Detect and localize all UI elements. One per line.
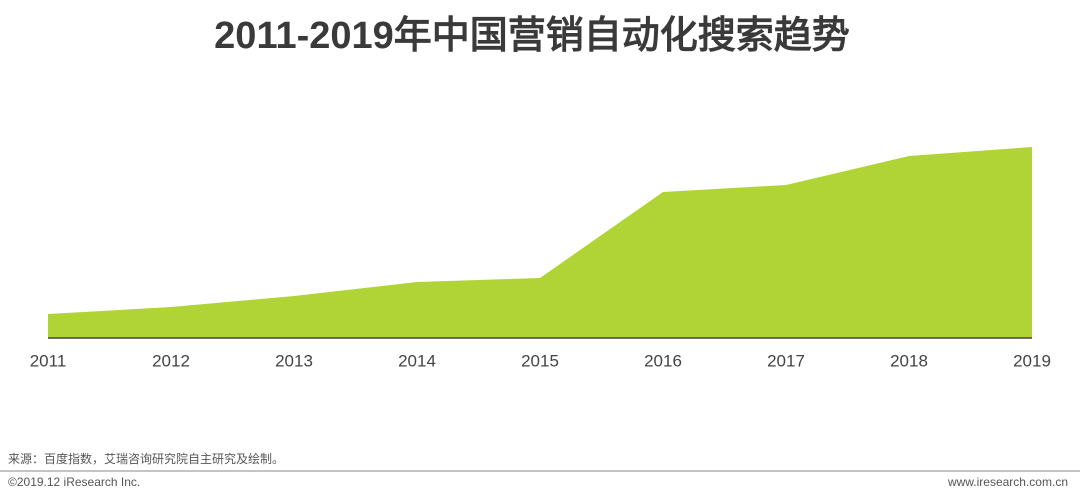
website: www.iresearch.com.cn xyxy=(947,475,1068,489)
x-tick-label: 2018 xyxy=(890,351,928,370)
chart-title: 2011-2019年中国营销自动化搜索趋势 xyxy=(214,15,850,57)
x-tick-label: 2016 xyxy=(644,351,682,370)
area xyxy=(48,147,1032,338)
x-tick-label: 2011 xyxy=(30,351,67,370)
x-tick-label: 2015 xyxy=(521,351,559,370)
x-tick-label: 2017 xyxy=(767,351,805,370)
source-note: 来源：百度指数，艾瑞咨询研究院自主研究及绘制。 xyxy=(8,451,284,466)
x-tick-label: 2012 xyxy=(152,351,190,370)
x-tick-label: 2019 xyxy=(1013,351,1051,370)
copyright: ©2019.12 iResearch Inc. xyxy=(8,475,140,489)
x-tick-label: 2013 xyxy=(275,351,313,370)
x-tick-label: 2014 xyxy=(398,351,436,370)
